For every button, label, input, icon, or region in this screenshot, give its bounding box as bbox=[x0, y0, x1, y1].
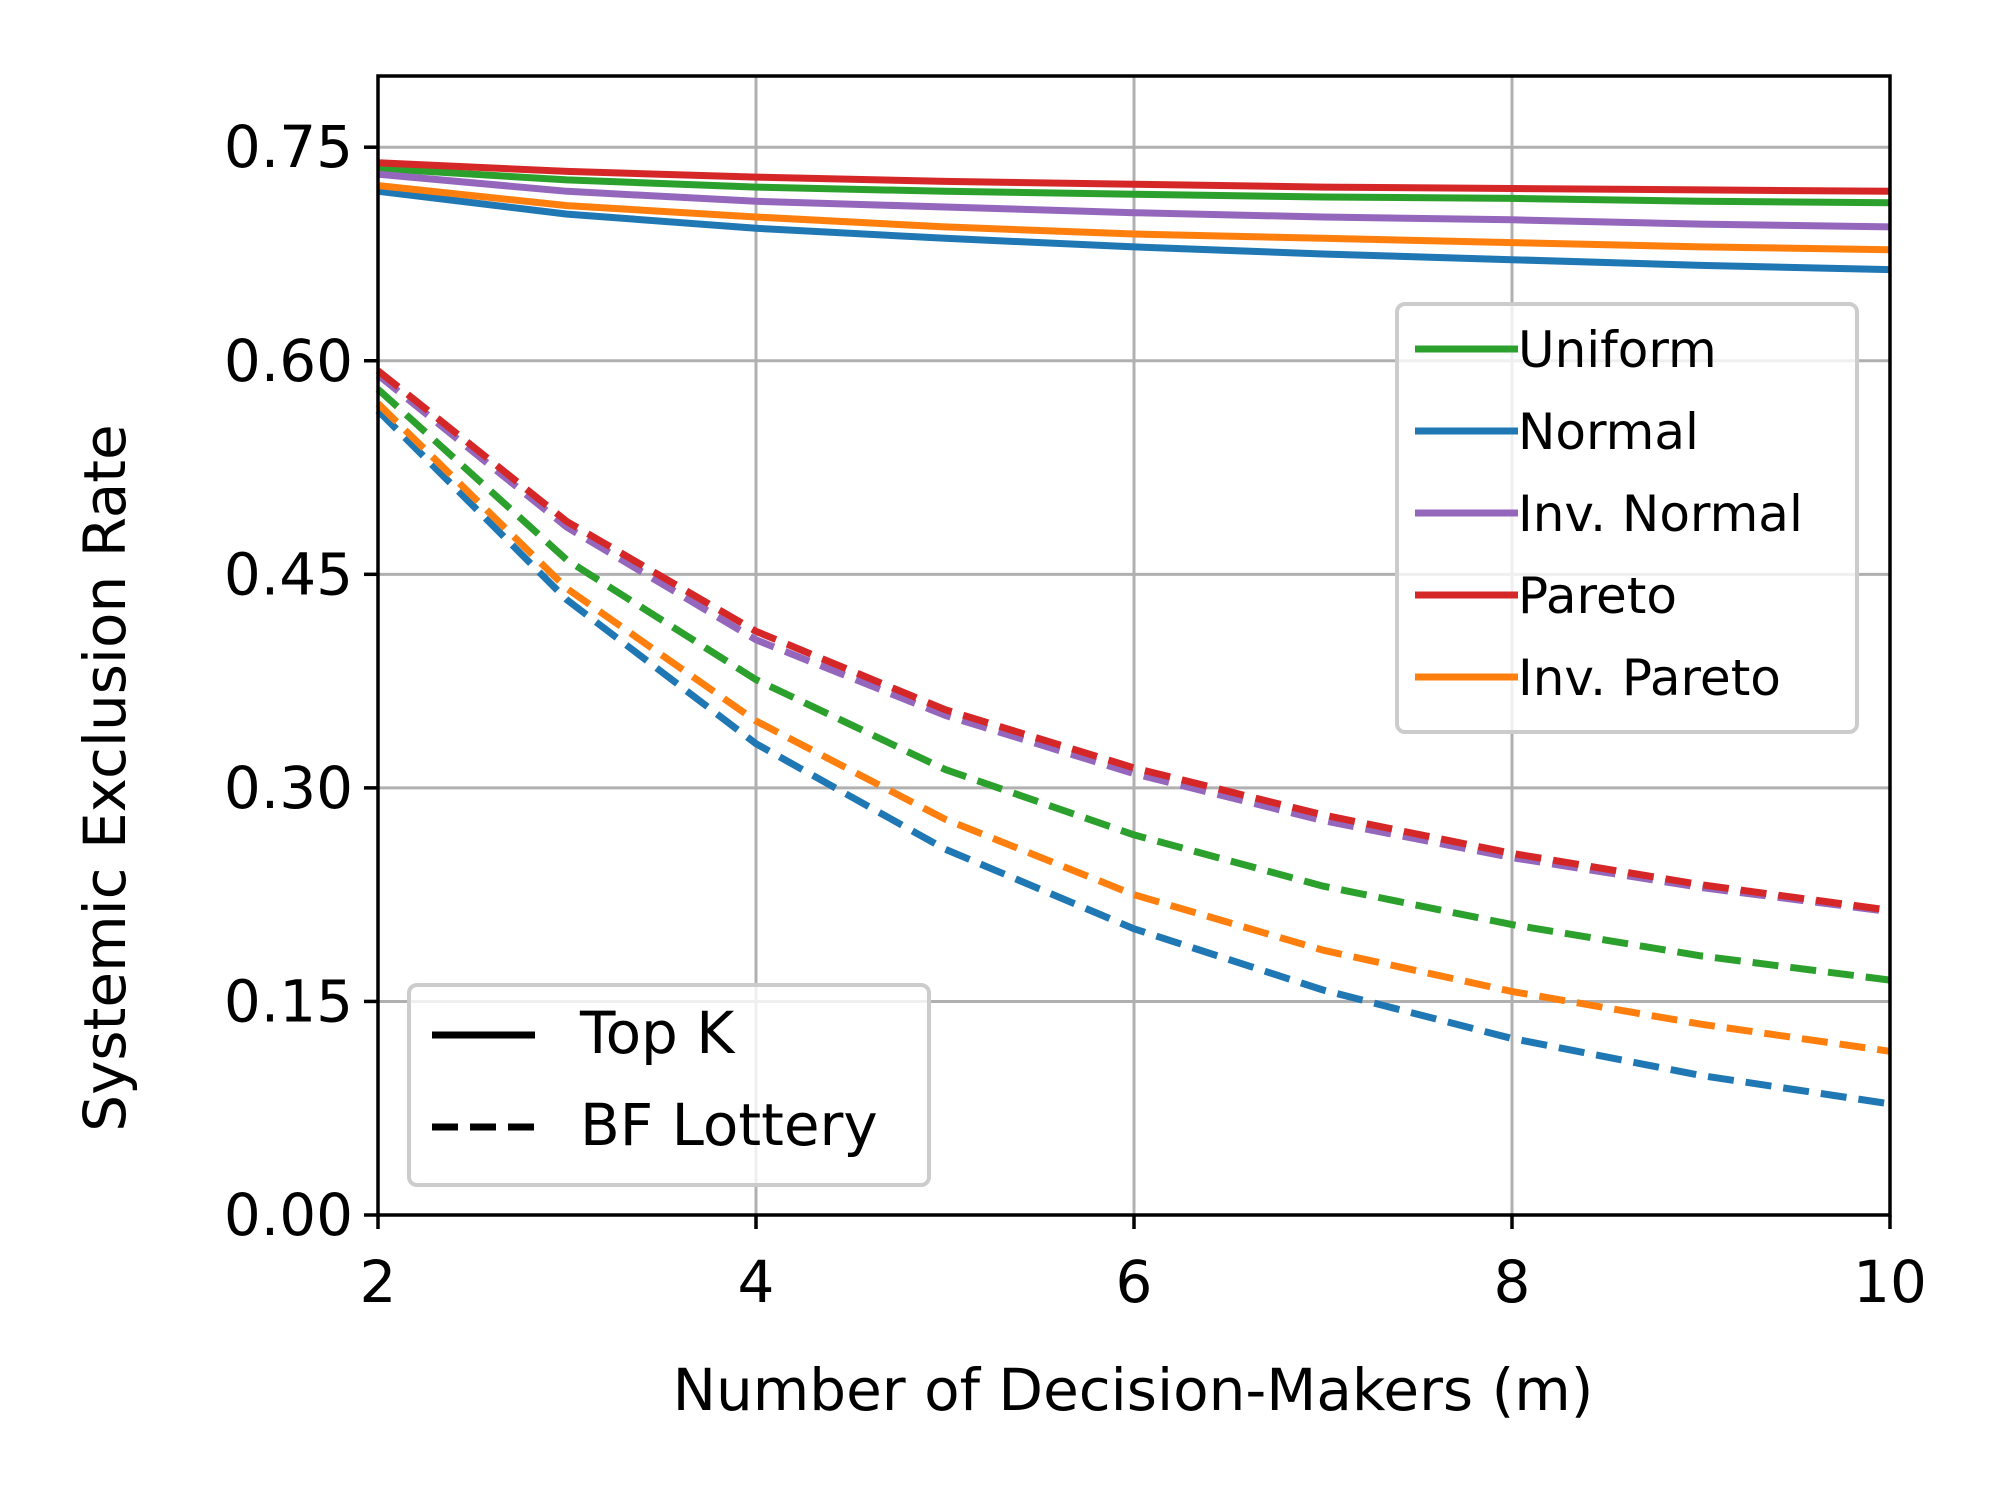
legend-label: Inv. Pareto bbox=[1518, 649, 1781, 707]
series-line-uniform-bf-lottery bbox=[375, 386, 1891, 984]
legend-frame bbox=[1395, 302, 1859, 734]
y-tick-label: 0.45 bbox=[224, 540, 353, 608]
x-tick-label: 2 bbox=[360, 1248, 397, 1316]
method-legend: Top K BF Lottery bbox=[407, 983, 931, 1187]
legend-label: Normal bbox=[1518, 403, 1699, 461]
series-line-pareto-bf-lottery bbox=[375, 367, 1891, 914]
x-tick-label: 4 bbox=[738, 1248, 775, 1316]
legend-label: BF Lottery bbox=[580, 1091, 878, 1159]
series-line-normal-bf-lottery bbox=[375, 408, 1891, 1108]
legend-label: Uniform bbox=[1518, 321, 1717, 379]
x-tick-label: 8 bbox=[1494, 1248, 1531, 1316]
series-line-uniform-top-k bbox=[377, 165, 1891, 207]
y-axis-title: Systemic Exclusion Rate bbox=[71, 424, 139, 1131]
series-line-normal-top-k bbox=[377, 187, 1891, 274]
series-line-inv-pareto-bf-lottery bbox=[375, 400, 1891, 1055]
legend-label: Top K bbox=[579, 999, 736, 1067]
legend-frame bbox=[407, 983, 931, 1187]
legend-label: Pareto bbox=[1518, 567, 1677, 625]
series-line-inv-normal-top-k bbox=[377, 170, 1891, 231]
series-lines bbox=[375, 159, 1891, 1108]
x-tick-label: 6 bbox=[1116, 1248, 1153, 1316]
series-line-inv-pareto-top-k bbox=[377, 182, 1891, 254]
series-line-pareto-top-k bbox=[377, 159, 1891, 195]
y-tick-label: 0.00 bbox=[224, 1181, 353, 1249]
x-axis-title: Number of Decision-Makers (m) bbox=[673, 1356, 1594, 1424]
y-tick-label: 0.75 bbox=[224, 113, 353, 181]
tick-labels: 2 4 6 8 10 0.00 0.15 0.30 0.45 0.60 0.75 bbox=[224, 113, 1927, 1316]
y-tick-label: 0.15 bbox=[224, 967, 353, 1035]
y-tick-label: 0.60 bbox=[224, 327, 353, 395]
distribution-legend: Uniform Normal Inv. Normal Pareto Inv. Paret… bbox=[1395, 302, 1859, 734]
x-tick-label: 10 bbox=[1853, 1248, 1927, 1316]
legend-label: Inv. Normal bbox=[1518, 485, 1803, 543]
legends: Uniform Normal Inv. Normal Pareto Inv. Paret… bbox=[407, 302, 1859, 1187]
axes bbox=[364, 74, 1892, 1229]
y-tick-label: 0.30 bbox=[224, 754, 353, 822]
